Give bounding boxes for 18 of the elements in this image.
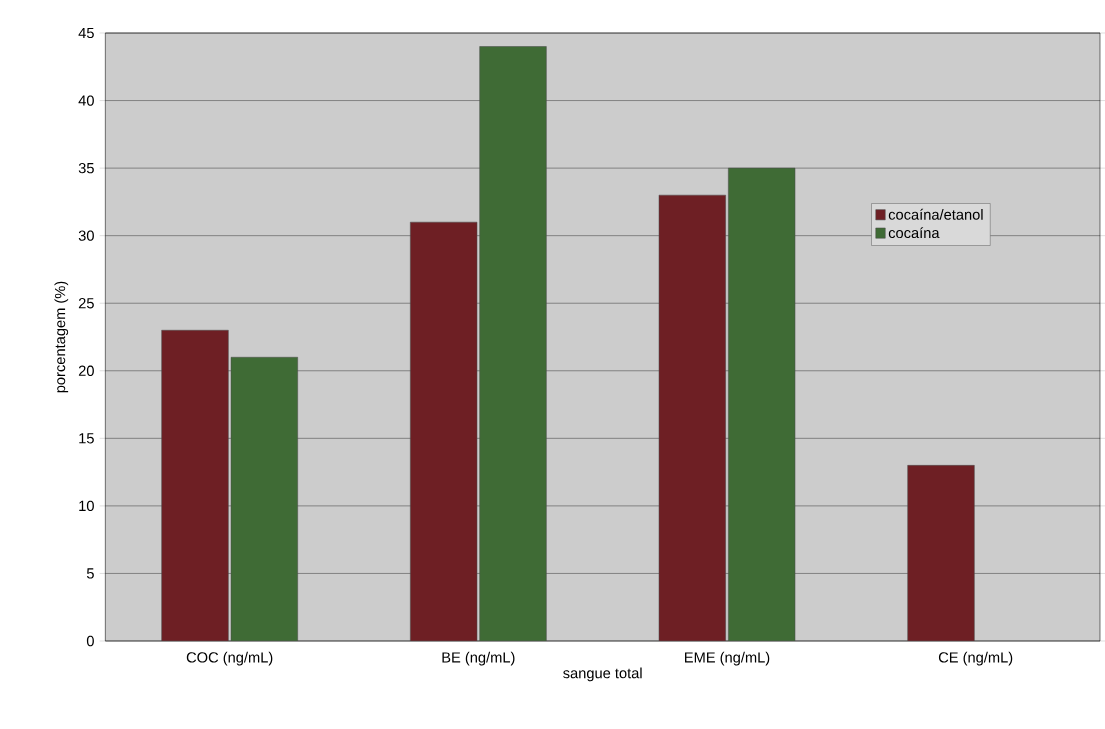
y-tick-label: 5 [86,568,94,579]
y-tick-label: 35 [78,162,94,174]
x-tick-label: CE (ng/mL) [938,651,1013,666]
y-tick-label: 45 [78,27,94,39]
legend-label: cocaína/etanol [888,208,983,220]
y-tick-label: 15 [79,433,94,444]
y-tick-label: 40 [78,95,94,106]
legend-label: cocaína [888,227,940,239]
x-tick-label: COC (ng/mL) [186,651,273,666]
x-tick-label: EME (ng/mL) [685,651,770,666]
x-tick-label: BE (ng/mL) [442,651,515,666]
y-tick-label: 20 [78,365,94,376]
y-tick-label: 30 [78,230,94,241]
y-tick-label: 10 [79,500,94,512]
x-axis-title: sangue total [563,667,642,682]
y-tick-label: 25 [78,298,94,309]
y-tick-label: 0 [86,635,94,647]
y-axis-title: porcentagem (%) [54,281,69,393]
